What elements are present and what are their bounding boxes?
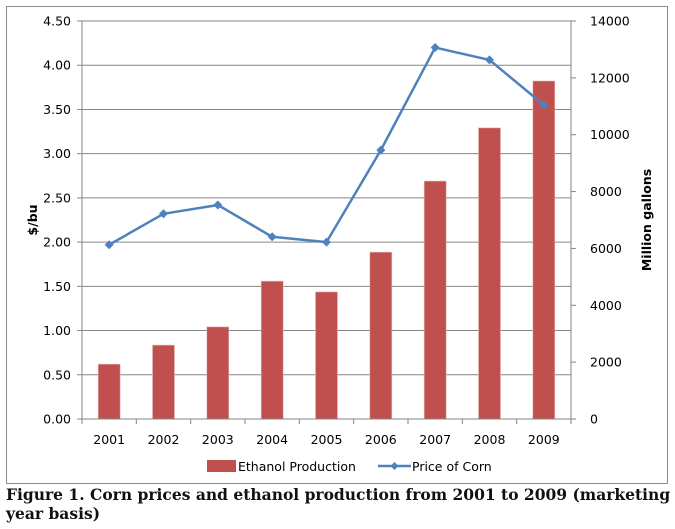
point-price-of-corn-2008 — [485, 55, 494, 65]
bar-ethanol-2009 — [532, 80, 556, 420]
bar-ethanol-2001 — [97, 363, 121, 420]
axes — [77, 20, 576, 424]
right-tick-label: 6000 — [590, 241, 622, 256]
x-axis-tick-labels: 2001 2002 2003 2004 2005 2006 2007 2008 2009 — [93, 432, 560, 447]
bar-series-ethanol-production — [97, 80, 556, 420]
bar-ethanol-2003 — [206, 326, 230, 420]
right-tick-label: 0 — [590, 412, 598, 427]
bar-ethanol-2004 — [260, 280, 284, 420]
right-tick-label: 8000 — [590, 184, 622, 199]
left-tick-label: 3.00 — [43, 146, 71, 161]
bar-ethanol-2002 — [152, 344, 175, 420]
point-price-of-corn-2001 — [104, 240, 114, 250]
bar-ethanol-2005 — [315, 291, 338, 420]
x-tick-label: 2009 — [528, 432, 560, 447]
x-tick-label: 2002 — [148, 432, 180, 447]
left-tick-label: 0.50 — [43, 367, 71, 382]
left-tick-label: 2.50 — [43, 190, 71, 205]
figure-caption: Figure 1. Corn prices and ethanol produc… — [6, 485, 671, 523]
right-tick-label: 12000 — [590, 70, 630, 85]
bar-ethanol-2007 — [423, 180, 447, 420]
point-price-of-corn-2007 — [430, 43, 440, 53]
right-tick-label: 10000 — [590, 127, 630, 142]
x-tick-label: 2005 — [311, 432, 343, 447]
point-price-of-corn-2006 — [376, 145, 386, 155]
point-price-of-corn-2004 — [267, 232, 277, 242]
right-tick-label: 14000 — [590, 14, 630, 29]
left-tick-label: 0.00 — [43, 412, 71, 427]
x-tick-label: 2001 — [93, 432, 125, 447]
point-price-of-corn-2002 — [159, 209, 168, 219]
right-axis-title: Million gallons — [639, 169, 654, 271]
legend: Ethanol Production Price of Corn — [207, 459, 492, 474]
left-tick-label: 1.50 — [43, 279, 71, 294]
point-price-of-corn-2005 — [322, 237, 331, 247]
left-tick-label: 3.50 — [43, 102, 71, 117]
x-tick-label: 2003 — [202, 432, 234, 447]
x-tick-label: 2007 — [419, 432, 451, 447]
chart-canvas: 0.00 0.50 1.00 1.50 2.00 2.50 3.00 3.50 4.00 4.50… — [25, 14, 654, 475]
left-axis-tick-labels: 0.00 0.50 1.00 1.50 2.00 2.50 3.00 3.50 4.00 4.50 — [43, 14, 71, 427]
left-axis-title: $/bu — [25, 204, 40, 235]
legend-label-ethanol-production: Ethanol Production — [238, 459, 356, 474]
line-series-price-of-corn — [104, 43, 549, 250]
point-price-of-corn-2009 — [539, 100, 549, 110]
legend-marker-price-of-corn — [390, 462, 399, 470]
x-tick-label: 2006 — [365, 432, 397, 447]
right-tick-label: 2000 — [590, 355, 622, 370]
x-tick-label: 2004 — [256, 432, 288, 447]
legend-swatch-ethanol-production — [207, 460, 236, 472]
right-axis-tick-labels: 0 2000 4000 6000 8000 10000 12000 14000 — [590, 14, 630, 427]
point-price-of-corn-2003 — [213, 200, 223, 210]
left-tick-label: 1.00 — [43, 323, 71, 338]
bar-ethanol-2008 — [478, 127, 501, 420]
bar-ethanol-2006 — [369, 251, 393, 420]
x-tick-label: 2008 — [474, 432, 506, 447]
legend-label-price-of-corn: Price of Corn — [412, 459, 492, 474]
left-tick-label: 4.00 — [43, 58, 71, 73]
left-tick-label: 4.50 — [43, 14, 71, 29]
left-tick-label: 2.00 — [43, 235, 71, 250]
right-tick-label: 4000 — [590, 298, 622, 313]
